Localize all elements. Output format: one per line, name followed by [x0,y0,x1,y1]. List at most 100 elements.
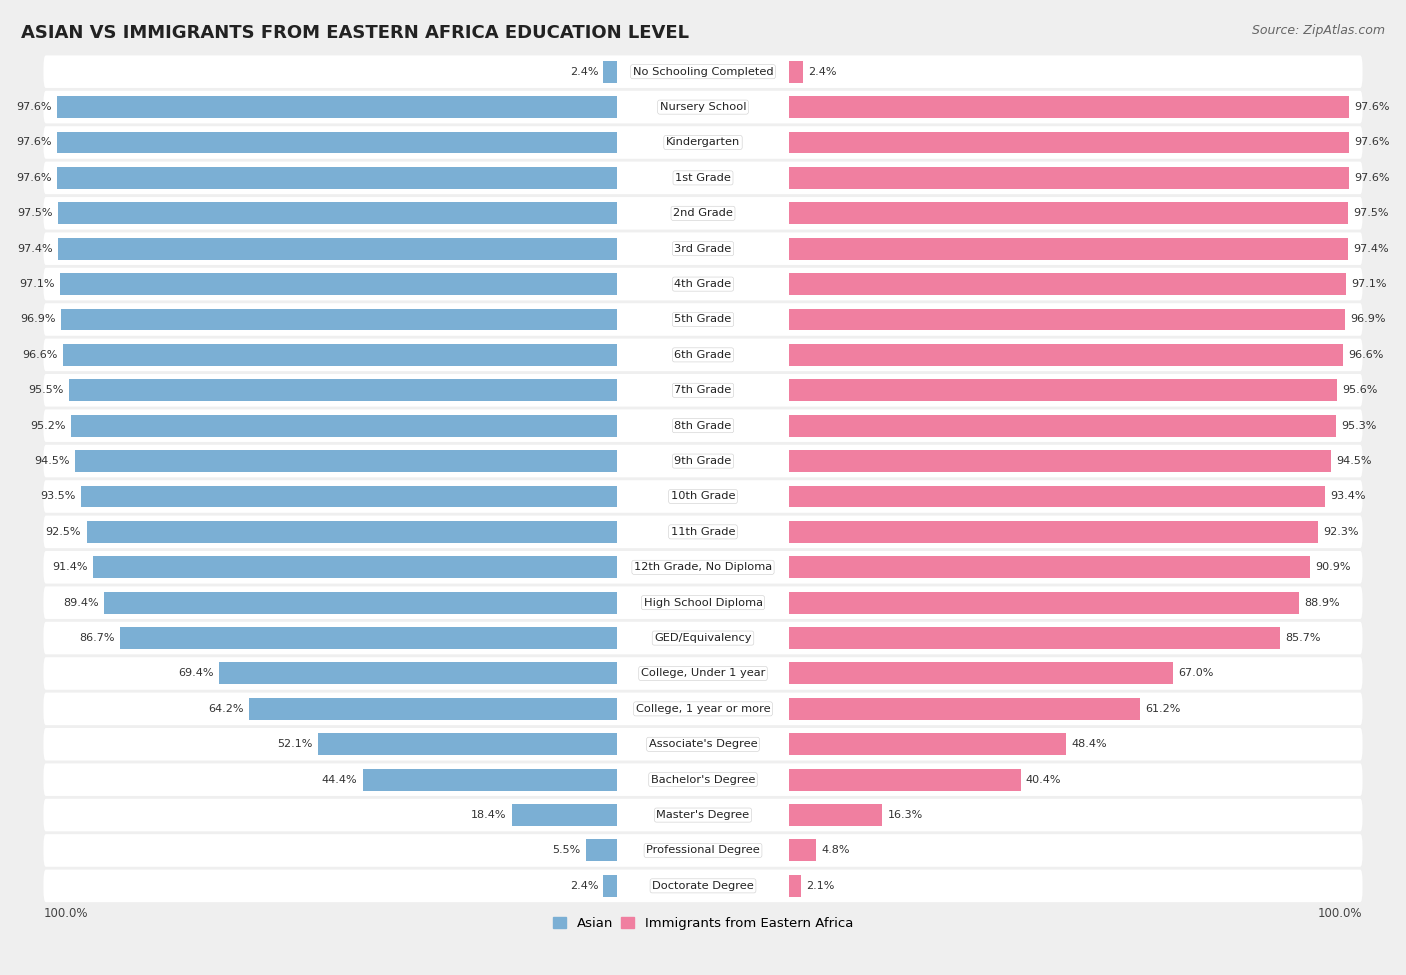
Text: 86.7%: 86.7% [79,633,114,644]
FancyBboxPatch shape [44,338,1362,371]
FancyBboxPatch shape [44,481,1362,513]
Text: 97.1%: 97.1% [1351,279,1386,290]
Bar [789,203,1348,224]
Text: 96.6%: 96.6% [22,350,58,360]
Text: Master's Degree: Master's Degree [657,810,749,820]
Text: 92.5%: 92.5% [46,526,82,537]
Text: College, 1 year or more: College, 1 year or more [636,704,770,714]
Text: 94.5%: 94.5% [34,456,70,466]
Text: 95.5%: 95.5% [28,385,65,395]
Bar [58,132,617,153]
Text: 2.4%: 2.4% [808,66,837,77]
Bar [75,450,617,472]
Text: 97.5%: 97.5% [17,209,52,218]
FancyBboxPatch shape [44,799,1362,832]
FancyBboxPatch shape [44,268,1362,300]
Text: 93.4%: 93.4% [1330,491,1365,501]
Bar [60,273,617,295]
Text: Bachelor's Degree: Bachelor's Degree [651,775,755,785]
Text: 89.4%: 89.4% [63,598,98,607]
Text: High School Diploma: High School Diploma [644,598,762,607]
Text: 97.4%: 97.4% [17,244,53,254]
Text: 40.4%: 40.4% [1026,775,1062,785]
Text: 48.4%: 48.4% [1071,739,1108,749]
Bar [58,203,617,224]
Bar [512,804,617,826]
Bar [120,627,617,649]
Bar [789,521,1319,543]
Legend: Asian, Immigrants from Eastern Africa: Asian, Immigrants from Eastern Africa [548,912,858,935]
FancyBboxPatch shape [44,445,1362,478]
FancyBboxPatch shape [44,232,1362,265]
Bar [59,238,617,259]
Text: 95.6%: 95.6% [1343,385,1378,395]
Text: 7th Grade: 7th Grade [675,385,731,395]
Bar [789,132,1348,153]
Text: Doctorate Degree: Doctorate Degree [652,880,754,891]
Text: 97.6%: 97.6% [1354,102,1389,112]
Text: 97.4%: 97.4% [1353,244,1389,254]
Text: 44.4%: 44.4% [322,775,357,785]
Bar [603,875,617,897]
Text: 97.1%: 97.1% [20,279,55,290]
Bar [789,238,1347,259]
Text: 97.6%: 97.6% [17,137,52,147]
Text: 2.4%: 2.4% [569,880,598,891]
Text: 16.3%: 16.3% [887,810,922,820]
Text: 95.2%: 95.2% [31,420,66,431]
Text: 96.9%: 96.9% [1350,315,1385,325]
Text: College, Under 1 year: College, Under 1 year [641,669,765,679]
Bar [363,768,617,791]
Text: 6th Grade: 6th Grade [675,350,731,360]
FancyBboxPatch shape [44,162,1362,194]
Text: 4.8%: 4.8% [821,845,851,855]
Text: 67.0%: 67.0% [1178,669,1213,679]
Bar [789,875,801,897]
Text: 4th Grade: 4th Grade [675,279,731,290]
Bar [789,60,803,83]
Text: 92.3%: 92.3% [1323,526,1360,537]
Text: 100.0%: 100.0% [44,907,89,920]
Bar [72,414,617,437]
Text: 97.6%: 97.6% [1354,137,1389,147]
FancyBboxPatch shape [44,374,1362,407]
Text: Professional Degree: Professional Degree [647,845,759,855]
Text: 88.9%: 88.9% [1305,598,1340,607]
Bar [104,592,617,613]
FancyBboxPatch shape [44,126,1362,159]
Bar [69,379,617,402]
Bar [789,804,882,826]
Bar [219,662,617,684]
Bar [789,839,817,862]
Text: Kindergarten: Kindergarten [666,137,740,147]
Text: 97.6%: 97.6% [1354,173,1389,183]
Text: 94.5%: 94.5% [1336,456,1372,466]
Text: 91.4%: 91.4% [52,563,87,572]
Text: 93.5%: 93.5% [41,491,76,501]
Text: 97.5%: 97.5% [1354,209,1389,218]
Bar [80,486,617,507]
Text: 11th Grade: 11th Grade [671,526,735,537]
Text: 9th Grade: 9th Grade [675,456,731,466]
Bar [789,733,1066,756]
Bar [789,344,1343,366]
Bar [789,414,1336,437]
Text: 3rd Grade: 3rd Grade [675,244,731,254]
FancyBboxPatch shape [44,551,1362,584]
FancyBboxPatch shape [44,728,1362,761]
FancyBboxPatch shape [44,763,1362,796]
Bar [586,839,617,862]
Bar [603,60,617,83]
Text: 85.7%: 85.7% [1285,633,1322,644]
Bar [789,698,1140,720]
FancyBboxPatch shape [44,622,1362,654]
Bar [789,167,1348,189]
FancyBboxPatch shape [44,56,1362,88]
Text: 97.6%: 97.6% [17,173,52,183]
FancyBboxPatch shape [44,835,1362,867]
Bar [789,592,1299,613]
FancyBboxPatch shape [44,410,1362,442]
Bar [789,627,1281,649]
Text: Nursery School: Nursery School [659,102,747,112]
Bar [249,698,617,720]
